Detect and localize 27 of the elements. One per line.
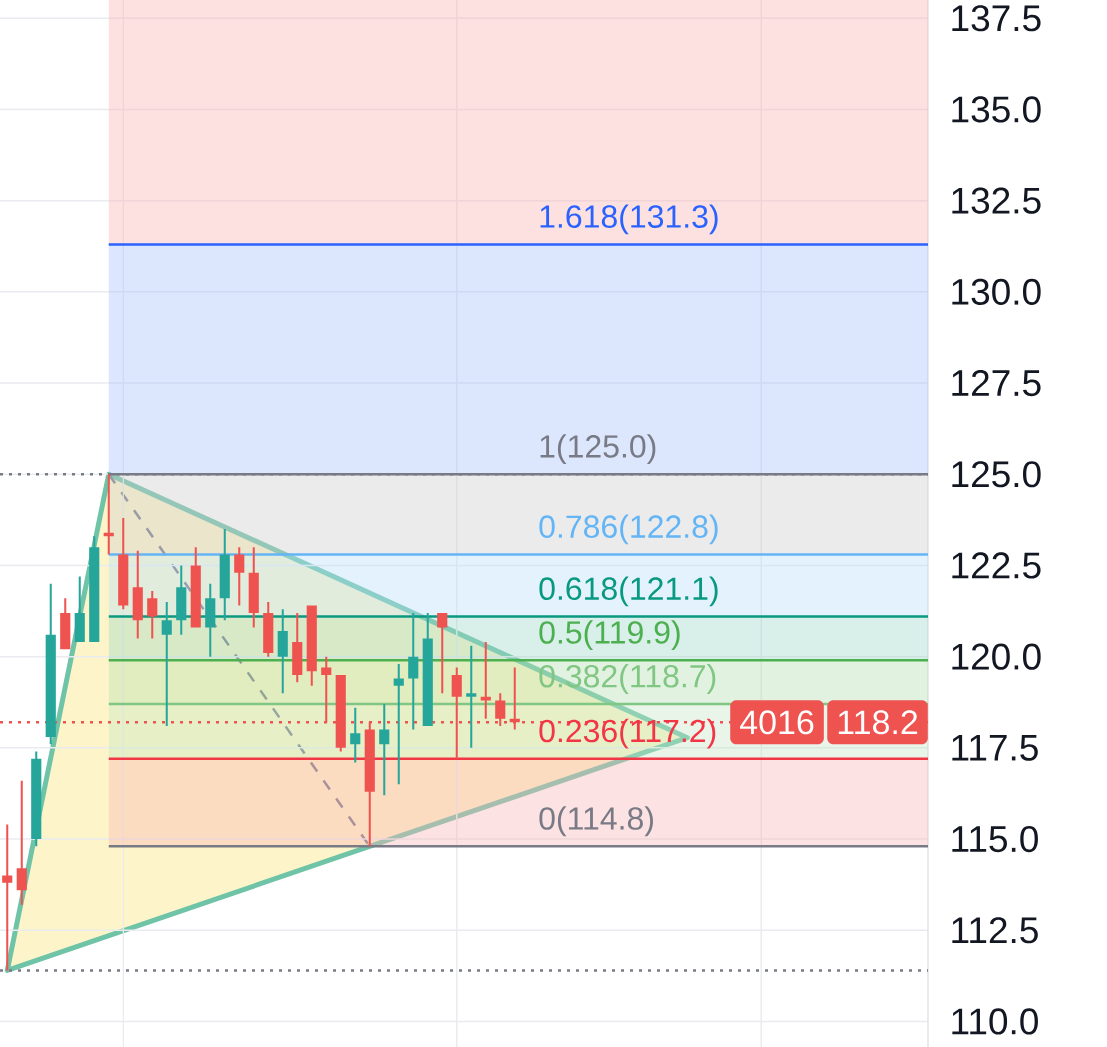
ref-line-label: 0.236(117.2) (539, 718, 716, 749)
y-tick-label: 112.5 (952, 917, 1038, 944)
ref-line-label: 1(125.0) (540, 434, 656, 465)
y-tick-label: 125.0 (952, 461, 1041, 488)
y-tick-label: 115.0 (952, 825, 1038, 853)
candlestick (480, 642, 491, 719)
y-tick-label: 120.0 (952, 643, 1041, 670)
candlestick (103, 474, 114, 555)
ref-line-label: 118.2 (838, 710, 918, 735)
y-tick-label: 127.5 (952, 369, 1041, 397)
candlestick (393, 663, 404, 785)
y-tick-label: 110.0 (952, 1008, 1038, 1035)
y-tick-label: 135.0 (952, 96, 1041, 123)
annotation: 4016 (740, 710, 814, 735)
ref-line-label: 0.786(122.8) (539, 514, 718, 545)
y-tick-label: 137.5 (952, 5, 1041, 32)
y-tick-label: 130.0 (952, 278, 1041, 305)
y-tick-label: 117.5 (952, 734, 1038, 761)
ref-line-label: 1.618(131.3) (540, 204, 718, 235)
candlestick (161, 601, 172, 726)
ref-line-label: 0(114.8) (539, 806, 653, 837)
y-tick-label: 122.5 (952, 552, 1041, 579)
candlestick (2, 824, 13, 971)
ref-line-label: 0.5(119.9) (539, 620, 680, 651)
ref-line-label: 0.618(121.1) (539, 576, 718, 607)
y-tick-label: 132.5 (952, 187, 1041, 214)
candlestick (466, 645, 477, 748)
